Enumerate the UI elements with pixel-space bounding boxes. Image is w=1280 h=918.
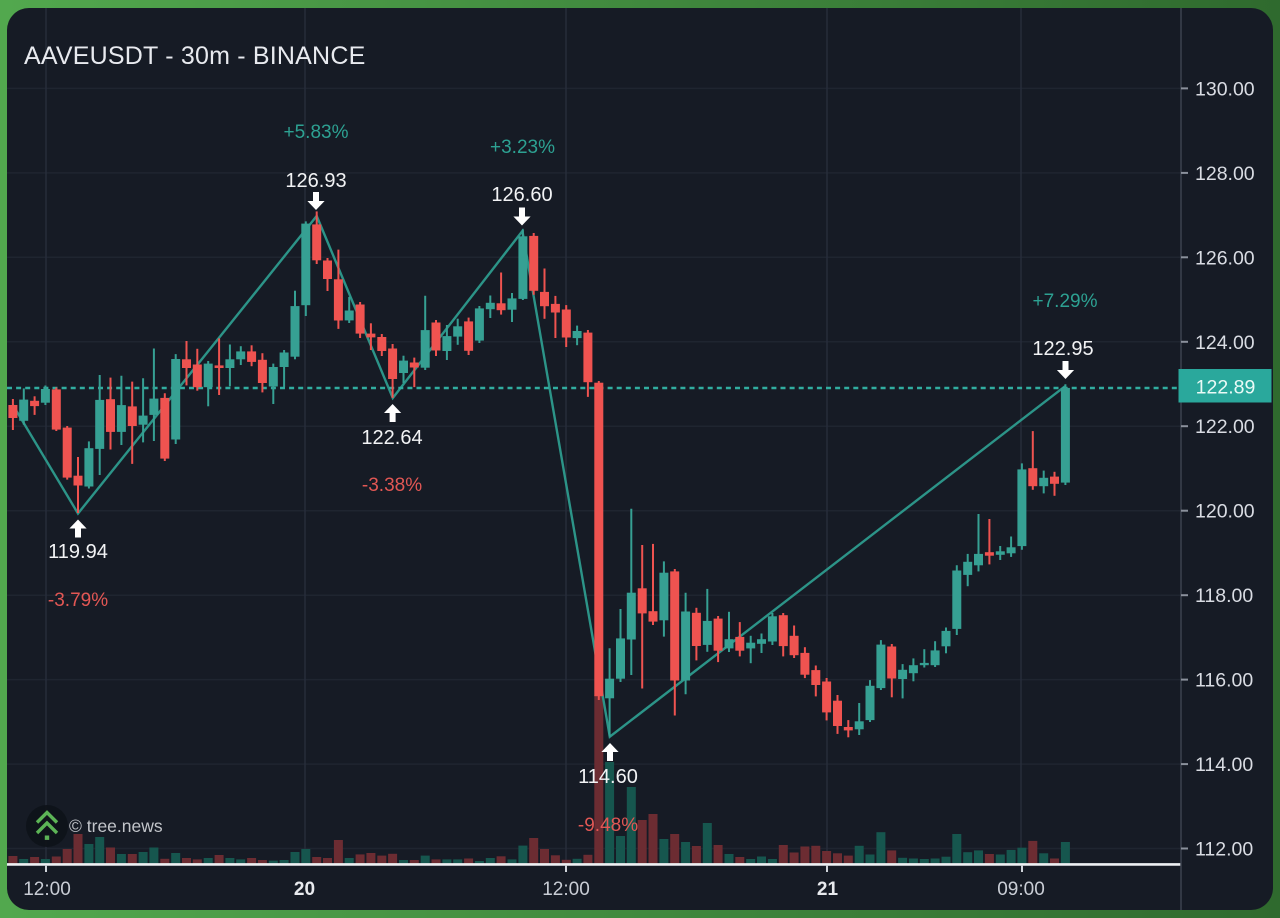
svg-text:21: 21	[817, 879, 839, 900]
svg-text:126.93: 126.93	[285, 170, 346, 192]
svg-text:120.00: 120.00	[1195, 501, 1255, 523]
svg-text:126.00: 126.00	[1195, 247, 1255, 269]
svg-text:114.60: 114.60	[578, 766, 638, 788]
svg-text:128.00: 128.00	[1195, 163, 1255, 185]
svg-text:+3.23%: +3.23%	[490, 137, 555, 158]
svg-text:+5.83%: +5.83%	[284, 122, 349, 143]
svg-text:20: 20	[294, 879, 315, 900]
svg-text:12:00: 12:00	[542, 879, 590, 900]
svg-text:122.00: 122.00	[1195, 416, 1255, 438]
svg-text:130.00: 130.00	[1195, 78, 1255, 100]
svg-text:09:00: 09:00	[997, 879, 1045, 900]
svg-text:© tree.news: © tree.news	[69, 816, 163, 836]
svg-text:126.60: 126.60	[491, 184, 552, 206]
svg-text:124.00: 124.00	[1195, 332, 1255, 354]
svg-text:-3.79%: -3.79%	[48, 590, 108, 611]
svg-text:119.94: 119.94	[48, 541, 108, 563]
svg-text:122.95: 122.95	[1032, 338, 1093, 360]
svg-text:122.64: 122.64	[361, 427, 422, 449]
svg-text:122.89: 122.89	[1196, 377, 1256, 399]
svg-text:114.00: 114.00	[1195, 754, 1253, 776]
svg-text:12:00: 12:00	[23, 879, 71, 900]
svg-text:+7.29%: +7.29%	[1033, 291, 1098, 312]
svg-text:116.00: 116.00	[1195, 670, 1253, 692]
svg-text:-9.48%: -9.48%	[578, 815, 638, 836]
svg-text:-3.38%: -3.38%	[362, 475, 422, 496]
svg-text:118.00: 118.00	[1195, 585, 1253, 607]
svg-text:AAVEUSDT - 30m - BINANCE: AAVEUSDT - 30m - BINANCE	[24, 42, 365, 70]
svg-text:112.00: 112.00	[1195, 839, 1253, 861]
